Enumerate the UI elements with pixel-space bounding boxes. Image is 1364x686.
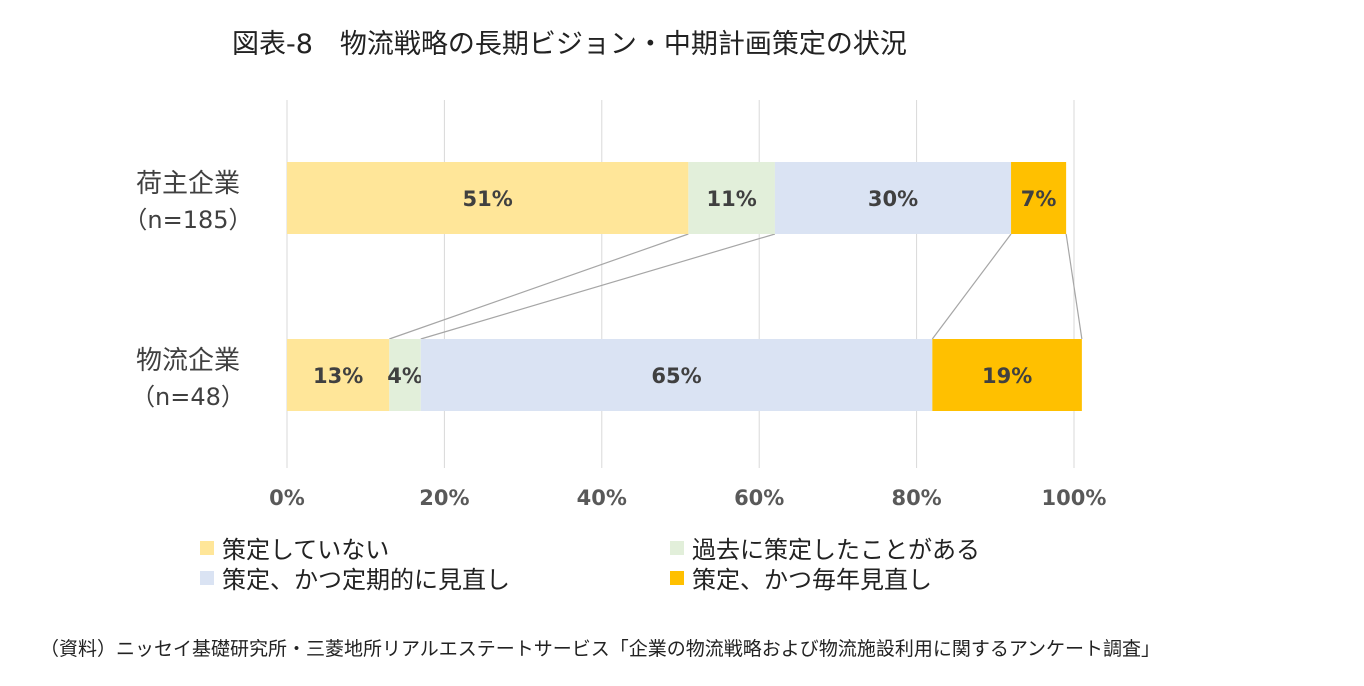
- x-tick-label: 100%: [1042, 486, 1107, 510]
- chart-title: 図表-8 物流戦略の長期ビジョン・中期計画策定の状況: [232, 29, 907, 60]
- legend-swatch: [670, 570, 684, 585]
- legend-label: 策定、かつ毎年見直し: [692, 566, 932, 594]
- bar-segment: [287, 339, 390, 411]
- bar-segment: [389, 339, 421, 411]
- bar-segment: [420, 339, 933, 411]
- data-label: 51%: [463, 187, 513, 211]
- legend-label: 策定、かつ定期的に見直し: [222, 566, 510, 594]
- legend-swatch: [670, 540, 684, 555]
- legend-item-planned-annual-review: 策定、かつ毎年見直し: [670, 560, 932, 595]
- data-label: 11%: [707, 187, 757, 211]
- stacked-bar-chart: 51% 11% 30% 7% 荷主企業 （n=185） 13% 4% 65% 19% 物流企業 （n=…: [123, 100, 1107, 510]
- data-label: 19%: [982, 364, 1032, 388]
- legend-swatch: [200, 540, 214, 555]
- series-line: [389, 233, 689, 340]
- bar-segment: [774, 162, 1012, 234]
- series-line: [1065, 233, 1083, 340]
- legend-item-planned-periodic-review: 策定、かつ定期的に見直し: [200, 560, 510, 595]
- legend-item-not-planned: 策定していない: [200, 530, 389, 565]
- data-label: 65%: [651, 364, 701, 388]
- bar-segment: [1011, 162, 1067, 234]
- legend-item-planned-in-past: 過去に策定したことがある: [670, 530, 980, 565]
- category-label: 物流企業: [136, 346, 240, 376]
- source-note: （資料）ニッセイ基礎研究所・三菱地所リアルエステートサービス「企業の物流戦略およ…: [40, 638, 1161, 660]
- x-tick-label: 0%: [269, 486, 305, 510]
- data-label: 13%: [313, 364, 363, 388]
- category-n-label: （n=48）: [131, 383, 245, 411]
- data-label: 4%: [387, 364, 423, 388]
- x-tick-label: 80%: [891, 486, 941, 510]
- legend-label: 過去に策定したことがある: [692, 536, 980, 564]
- data-label: 30%: [868, 187, 918, 211]
- x-tick-label: 20%: [419, 486, 469, 510]
- bar-segment: [287, 162, 689, 234]
- legend-label: 策定していない: [222, 536, 390, 564]
- series-line: [420, 233, 776, 340]
- category-n-label: （n=185）: [123, 206, 252, 234]
- category-label: 荷主企業: [136, 169, 240, 199]
- series-line: [931, 233, 1012, 340]
- legend-swatch: [200, 570, 214, 585]
- bar-segment: [688, 162, 775, 234]
- x-tick-label: 40%: [577, 486, 627, 510]
- data-label: 7%: [1021, 187, 1057, 211]
- x-tick-label: 60%: [734, 486, 784, 510]
- bar-segment: [932, 339, 1082, 411]
